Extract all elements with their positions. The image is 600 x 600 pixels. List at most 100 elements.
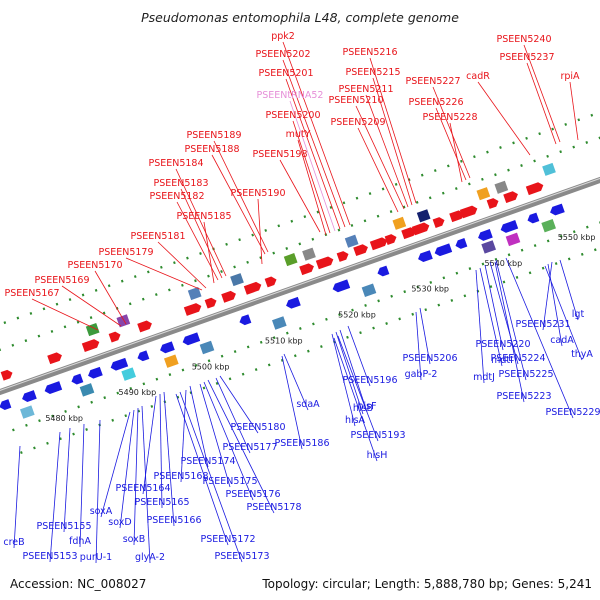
forward-gene-arrow (353, 244, 368, 257)
feature-box-forward (344, 234, 359, 248)
forward-gene-arrow (299, 263, 314, 276)
reverse-gene-label-leader (203, 381, 254, 501)
forward-gene-label-leader (372, 77, 413, 206)
guide-dot (259, 340, 263, 344)
guide-dot (368, 192, 372, 196)
guide-dot (376, 214, 380, 218)
forward-gene-arrow (183, 303, 202, 316)
guide-dot (442, 276, 446, 280)
reverse-gene-arrow (239, 314, 252, 326)
guide-dot (311, 237, 315, 241)
guide-dot (46, 441, 49, 445)
guide-dot (38, 419, 41, 423)
forward-gene-label-leader (432, 86, 471, 179)
reverse-gene-label-leader (475, 269, 485, 384)
reverse-gene-label: mdtI (491, 355, 513, 366)
guide-dot (272, 251, 276, 255)
guide-dot (160, 265, 163, 269)
forward-gene-label: PSEEN5226 (408, 97, 463, 108)
reverse-gene-arrow (71, 373, 84, 385)
scale-tick-label: 5510 kbp (265, 336, 303, 345)
guide-dot (89, 316, 93, 320)
reverse-gene-label: hisA (345, 415, 366, 426)
guide-dot (299, 327, 302, 330)
guide-dot (572, 230, 576, 234)
reverse-gene-label: PSEEN5225 (498, 369, 553, 380)
reverse-gene-arrow (478, 229, 493, 241)
feature-box-reverse (505, 232, 521, 247)
guide-dot (494, 173, 497, 177)
guide-dot (468, 182, 471, 186)
reverse-gene-label-leader (215, 377, 251, 454)
guide-dot (64, 410, 67, 413)
forward-gene-label: PSEEN5237 (499, 52, 554, 63)
guide-dot (55, 302, 59, 306)
guide-dot (168, 373, 172, 377)
forward-gene-label-leader (477, 81, 531, 156)
guide-dot (120, 279, 124, 283)
guide-dot (541, 266, 545, 270)
scale-tick-label: 5550 kbp (558, 233, 596, 242)
guide-dot (285, 247, 289, 250)
feature-box-forward (230, 273, 244, 287)
scale-tick-label: 5520 kbp (338, 311, 376, 320)
guide-dot (364, 304, 367, 307)
reverse-gene-label-leader (219, 375, 259, 434)
reverse-gene-label: purU-1 (80, 552, 112, 563)
reverse-gene-label: PSEEN5178 (246, 502, 301, 513)
guide-dot (416, 285, 420, 289)
reverse-gene-label-leader (505, 257, 574, 419)
forward-gene-arrow (243, 281, 262, 295)
guide-dot (337, 228, 341, 232)
guide-dot (585, 225, 589, 229)
reverse-gene-label-leader (49, 431, 61, 563)
guide-dot (29, 311, 33, 315)
reverse-gene-label: gabP-2 (405, 369, 438, 380)
forward-gene-label-leader (449, 122, 463, 183)
forward-gene-label-leader (526, 62, 557, 145)
reverse-gene-label-leader (142, 395, 157, 495)
reverse-gene-arrow (332, 279, 351, 293)
reverse-gene-label-leader (347, 325, 371, 387)
forward-gene-arrow (459, 205, 478, 219)
forward-gene-label-leader (297, 139, 327, 236)
guide-dot (559, 150, 562, 154)
guide-dot (155, 377, 159, 381)
forward-gene-label-leader (94, 270, 127, 325)
forward-gene-label: ppk2 (271, 31, 295, 42)
forward-gene-label: PSEEN5167 (4, 288, 59, 299)
reverse-gene-arrow (550, 203, 565, 216)
backbone-highlight (0, 177, 600, 391)
reverse-gene-arrow (434, 243, 453, 257)
feature-box-forward (494, 180, 509, 194)
forward-gene-arrow (401, 227, 416, 240)
forward-gene-arrow (315, 256, 334, 270)
guide-dot (351, 308, 354, 312)
forward-gene-label-leader (157, 241, 207, 289)
forward-gene-label-leader (203, 221, 215, 284)
guide-dot (12, 428, 15, 432)
guide-dot (533, 159, 536, 163)
guide-dot (486, 150, 489, 154)
guide-dot (580, 252, 584, 256)
guide-dot (264, 228, 268, 232)
reverse-gene-label-leader (119, 409, 135, 529)
guide-dot (437, 303, 441, 307)
reverse-gene-label: PSEEN5175 (202, 476, 257, 487)
reverse-gene-label-leader (13, 445, 21, 549)
reverse-gene-label: PSEEN5231 (515, 319, 570, 330)
guide-dot (533, 244, 537, 248)
guide-dot (538, 132, 541, 136)
scale-tick-label: 5480 kbp (45, 414, 83, 423)
reverse-gene-label: fdhA (69, 536, 91, 547)
reverse-gene-label-leader (179, 391, 243, 563)
guide-dot (220, 270, 223, 273)
feature-box-forward (283, 253, 298, 267)
guide-dot (42, 307, 46, 311)
reverse-gene-label-leader (495, 259, 527, 381)
forward-gene-label: PSEEN5179 (98, 247, 153, 258)
forward-gene-label: PSEEN5181 (130, 231, 185, 242)
guide-dot (124, 414, 128, 418)
forward-gene-label: PSEEN5202 (255, 49, 310, 60)
guide-dot (233, 265, 236, 269)
